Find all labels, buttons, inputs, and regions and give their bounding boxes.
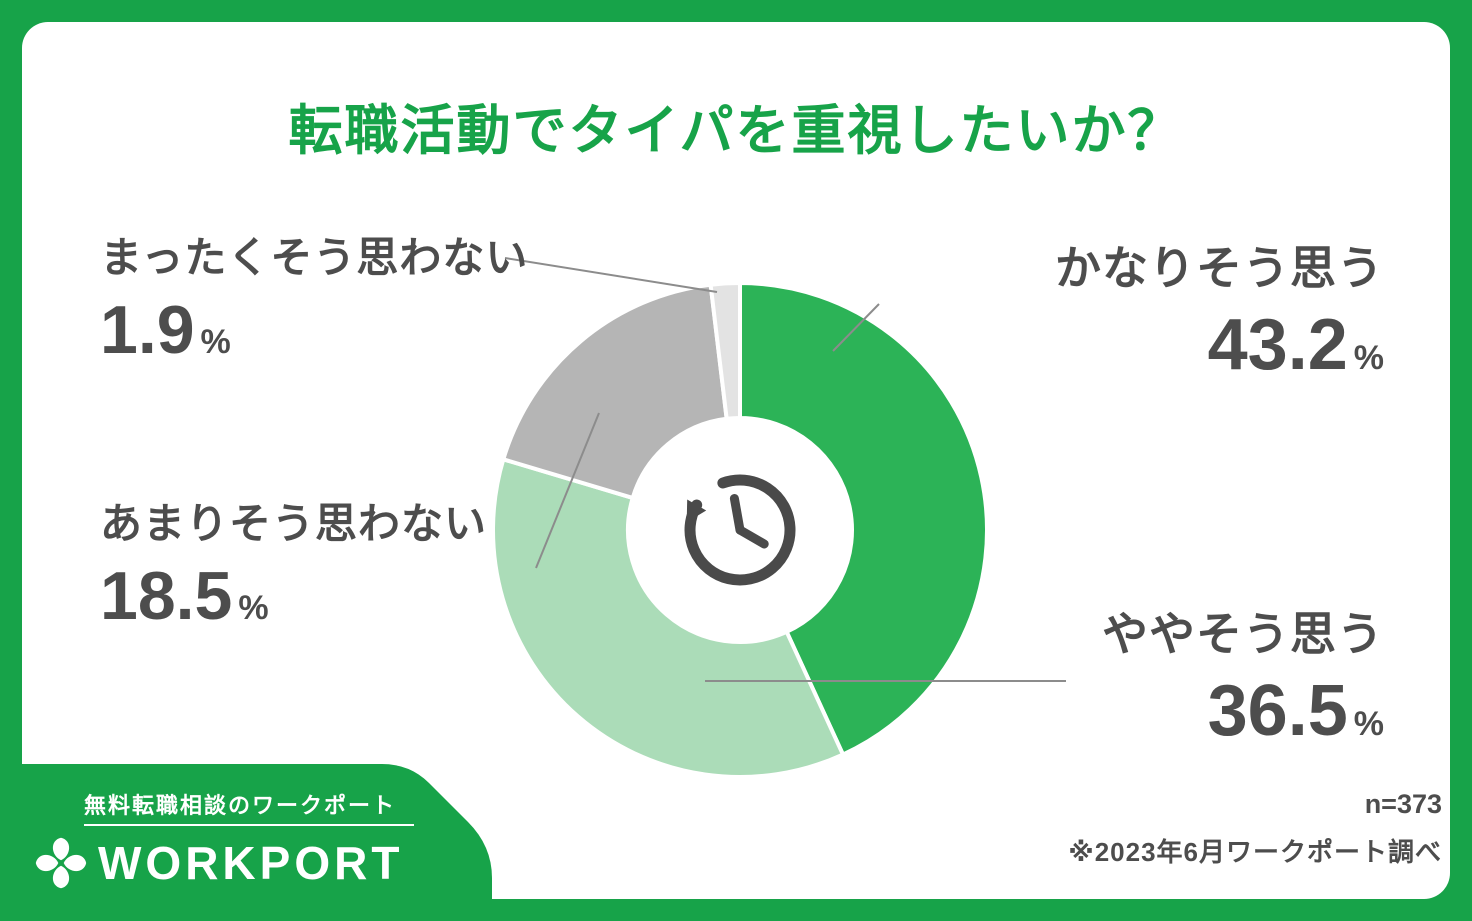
callout-value: 36.5% — [1102, 675, 1384, 747]
callout-somewhat-agree: ややそう思う 36.5% — [1102, 608, 1384, 747]
clover-icon — [35, 837, 87, 889]
brand-tab-shape — [0, 764, 492, 921]
callout-strongly-disagree: まったくそう思わない 1.9% — [100, 234, 528, 364]
clock-history-icon — [684, 474, 796, 586]
donut-chart — [491, 281, 989, 779]
callout-value: 1.9% — [100, 296, 528, 364]
donut-segment — [708, 281, 742, 421]
brand-divider — [84, 824, 414, 826]
brand-name: WORKPORT — [98, 837, 404, 889]
brand-tagline: 無料転職相談のワークポート — [84, 793, 397, 818]
callout-label: あまりそう思わない — [100, 500, 488, 547]
donut-segment — [738, 281, 989, 757]
callout-unit: % — [238, 589, 269, 628]
callout-value: 43.2% — [1055, 309, 1384, 381]
brand-tab: 無料転職相談のワークポート WORKPORT — [0, 756, 500, 921]
sample-size: n=373 — [1364, 789, 1442, 819]
brand-logo: WORKPORT — [34, 836, 403, 890]
callout-number: 43.2 — [1207, 304, 1348, 385]
callout-label: かなりそう思う — [1055, 242, 1384, 294]
callout-unit: % — [1353, 704, 1384, 743]
page-title: 転職活動でタイパを重視したいか？ — [288, 101, 1184, 161]
callout-label: ややそう思う — [1102, 608, 1384, 660]
callout-label: まったくそう思わない — [100, 234, 529, 281]
source-note: ※2023年6月ワークポート調べ — [1068, 837, 1442, 867]
callout-strongly-agree: かなりそう思う 43.2% — [1055, 242, 1384, 381]
callout-number: 36.5 — [1207, 670, 1348, 751]
survey-source: n=373 ※2023年6月ワークポート調べ — [1068, 789, 1442, 869]
donut-segment — [501, 282, 729, 500]
callout-unit: % — [1353, 338, 1384, 377]
callout-somewhat-disagree: あまりそう思わない 18.5% — [100, 500, 487, 630]
callout-number: 18.5 — [100, 558, 233, 635]
callout-number: 1.9 — [100, 292, 195, 369]
callout-value: 18.5% — [100, 562, 487, 630]
callout-unit: % — [200, 323, 231, 362]
